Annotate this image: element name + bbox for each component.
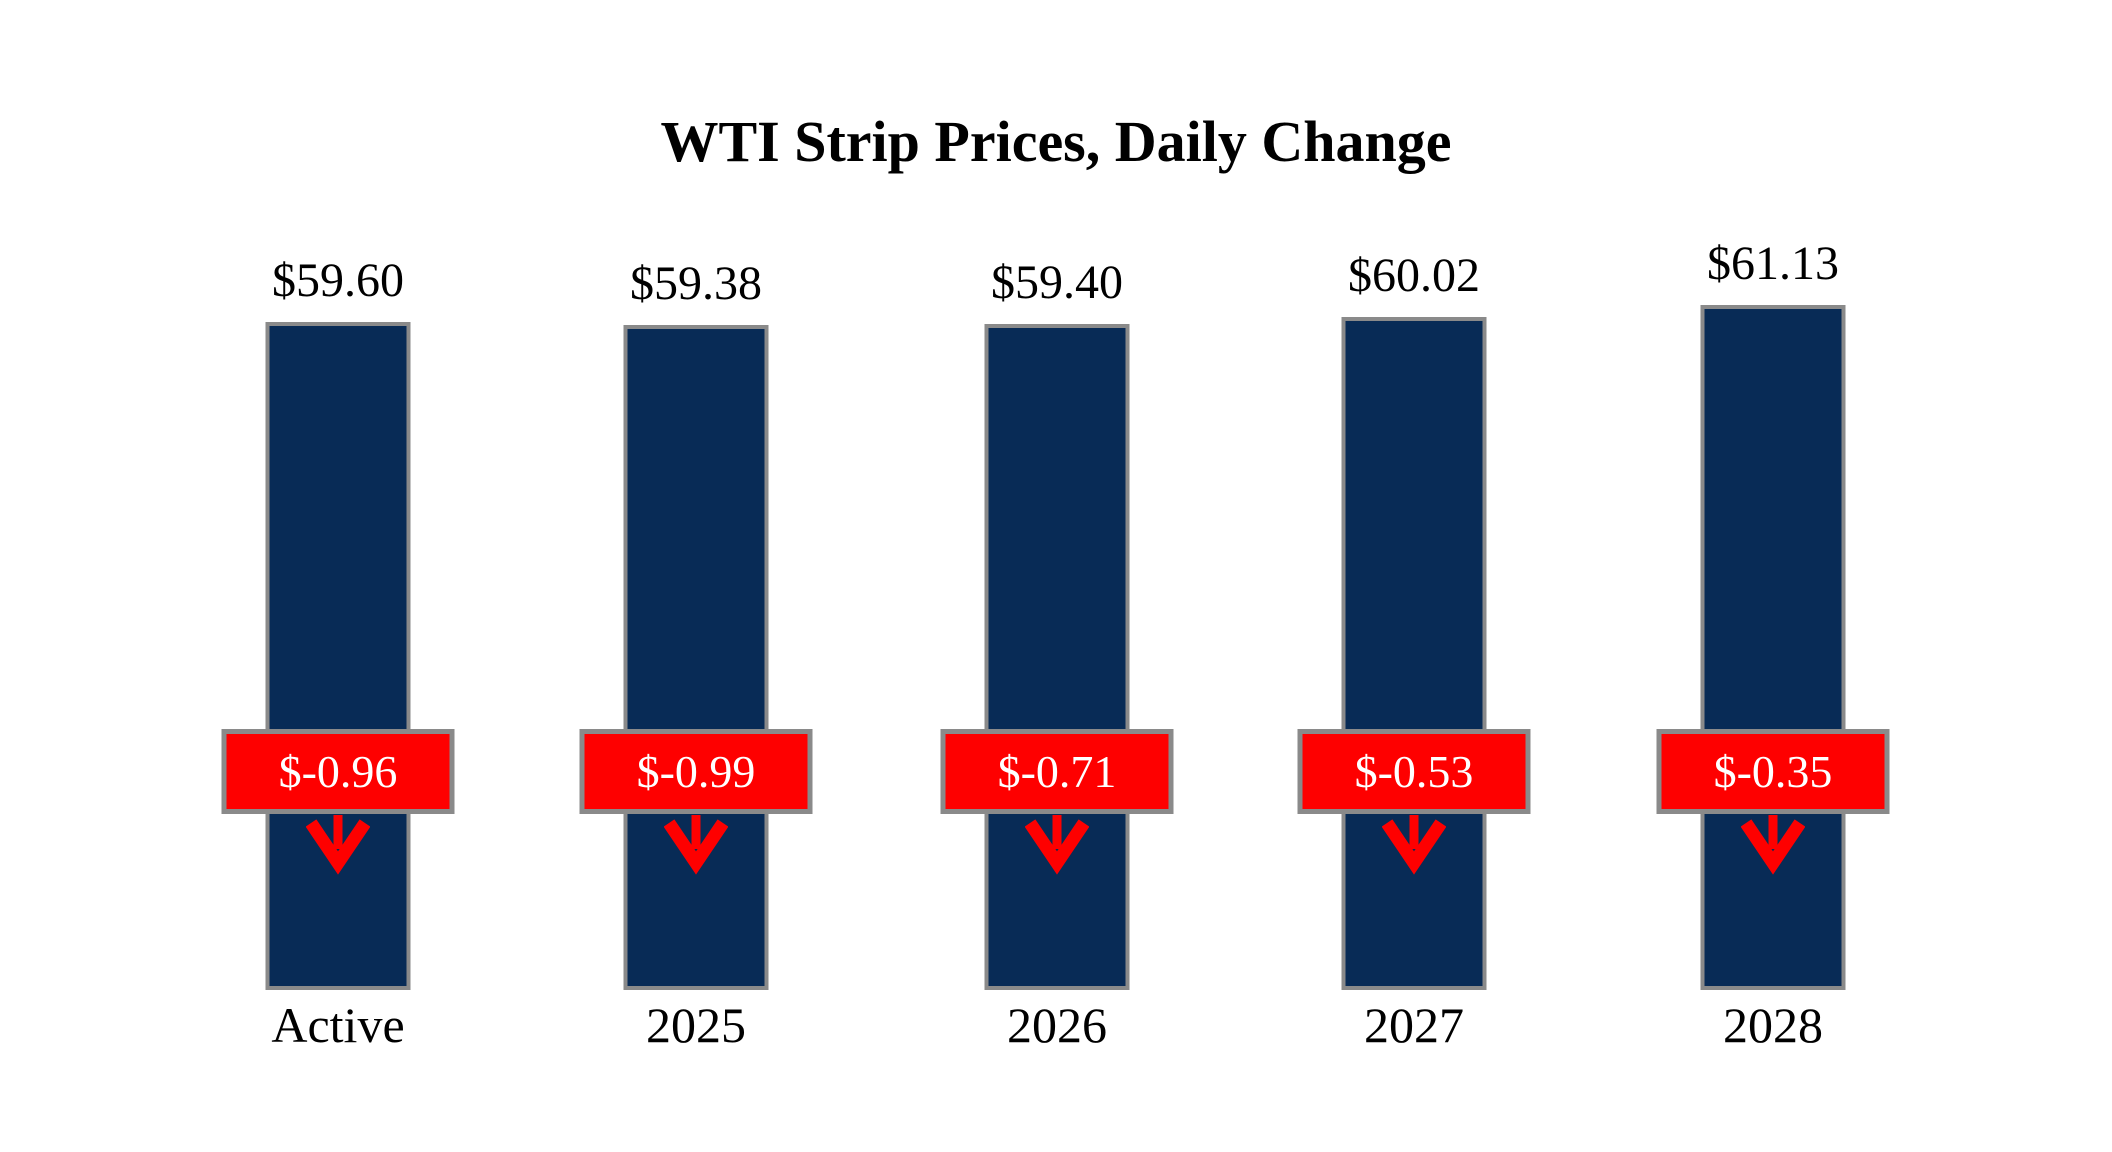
- change-badge: $-0.35: [1656, 729, 1890, 814]
- category-label: 2028: [1723, 997, 1823, 1053]
- change-badge-label: $-0.53: [1354, 746, 1474, 797]
- change-badge-label: $-0.99: [636, 746, 756, 797]
- chart-title: WTI Strip Prices, Daily Change: [660, 109, 1452, 174]
- category-label: 2026: [1007, 997, 1107, 1053]
- change-badge: $-0.96: [221, 729, 455, 814]
- down-arrow-icon: [306, 815, 370, 875]
- bar-group-2026: $59.40 $-0.71 2026: [937, 0, 1177, 1152]
- price-label: $60.02: [1348, 249, 1480, 303]
- price-label: $59.60: [272, 254, 404, 308]
- change-badge-label: $-0.35: [1713, 746, 1833, 797]
- bar: [1341, 317, 1487, 990]
- bar: [265, 322, 411, 990]
- price-label: $59.40: [991, 256, 1123, 310]
- bar: [623, 324, 769, 990]
- bar: [984, 324, 1130, 990]
- category-label: Active: [271, 997, 405, 1053]
- price-label: $59.38: [630, 256, 762, 310]
- bar-group-2025: $59.38 $-0.99 2025: [576, 0, 816, 1152]
- change-badge-label: $-0.71: [997, 746, 1117, 797]
- price-label: $61.13: [1707, 237, 1839, 290]
- down-arrow-icon: [1382, 815, 1446, 875]
- category-label: 2027: [1364, 997, 1464, 1053]
- bar-group-2028: $61.13 $-0.35 2028: [1653, 0, 1893, 1152]
- down-arrow-icon: [1025, 815, 1089, 875]
- bar-group-active: $59.60 $-0.96 Active: [218, 0, 458, 1152]
- change-badge: $-0.71: [940, 729, 1174, 814]
- bar-group-2027: $60.02 $-0.53 2027: [1294, 0, 1534, 1152]
- category-label: 2025: [646, 997, 746, 1053]
- down-arrow-icon: [1741, 815, 1805, 875]
- change-badge-label: $-0.96: [278, 746, 398, 797]
- change-badge: $-0.53: [1297, 729, 1531, 814]
- change-badge: $-0.99: [579, 729, 813, 814]
- bar: [1700, 305, 1846, 990]
- down-arrow-icon: [664, 815, 728, 875]
